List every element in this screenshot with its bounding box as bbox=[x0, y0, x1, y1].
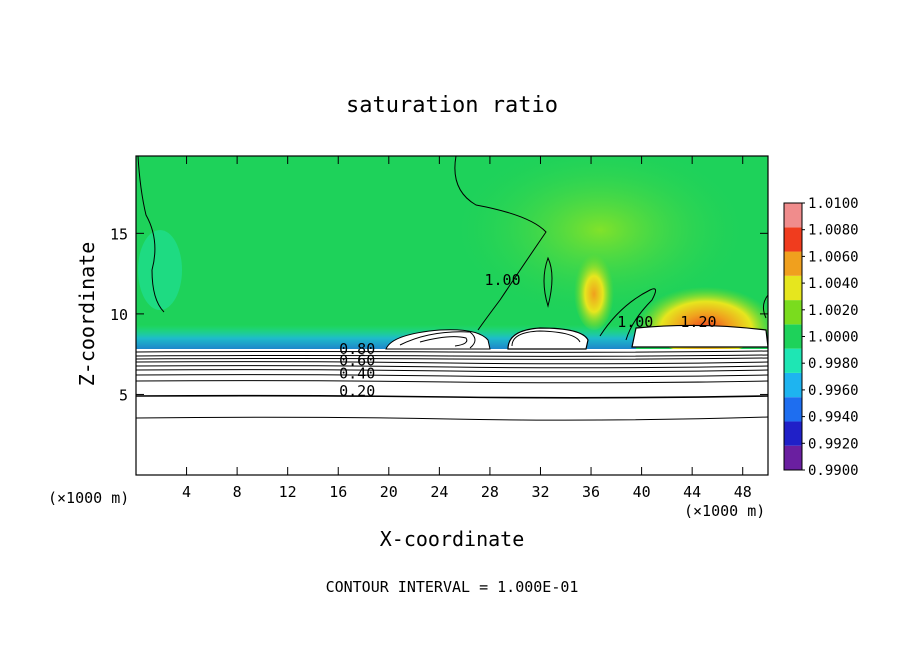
subsaturated-layer bbox=[136, 349, 768, 475]
colorbar-swatch bbox=[784, 324, 802, 349]
colorbar-label: 1.0080 bbox=[808, 223, 859, 239]
x-tick-label: 28 bbox=[481, 483, 499, 501]
x-tick-label: 36 bbox=[582, 483, 600, 501]
x-tick-label: 32 bbox=[531, 483, 549, 501]
colorbar-swatch bbox=[784, 348, 802, 373]
colorbar-label: 1.0040 bbox=[808, 276, 859, 292]
colorbar-swatch bbox=[784, 397, 802, 422]
colorbar-label: 0.9980 bbox=[808, 356, 859, 372]
contour-lines bbox=[136, 156, 768, 421]
x-unit-right: (×1000 m) bbox=[684, 502, 765, 520]
plot-area bbox=[136, 156, 768, 475]
colorbar-label: 1.0020 bbox=[808, 303, 859, 319]
contour-label: 0.60 bbox=[339, 351, 375, 369]
contour-label: 0.40 bbox=[339, 364, 375, 382]
contour-label: 1.00 bbox=[617, 313, 653, 331]
x-tick-label: 8 bbox=[233, 483, 242, 501]
colorbar-label: 0.9900 bbox=[808, 463, 859, 479]
colorbar-swatch bbox=[784, 203, 802, 228]
field-hotspot-center bbox=[574, 250, 614, 330]
chart-title: saturation ratio bbox=[346, 93, 558, 118]
y-tick-label: 5 bbox=[119, 386, 128, 404]
x-unit-left: (×1000 m) bbox=[48, 489, 129, 507]
colorbar-label: 0.9960 bbox=[808, 383, 859, 399]
contour-interval-note: CONTOUR INTERVAL = 1.000E-01 bbox=[326, 578, 579, 596]
contour-labels: 0.800.600.400.20 1.00 1.00 1.20 bbox=[339, 271, 716, 400]
colorbar-swatch bbox=[784, 227, 802, 252]
colorbar-swatch bbox=[784, 275, 802, 301]
colorbar-label: 1.0100 bbox=[808, 196, 859, 212]
x-tick-label: 16 bbox=[329, 483, 347, 501]
x-axis-ticks: 4 8 12 16 20 24 28 32 36 40 44 48 bbox=[182, 156, 752, 501]
x-tick-label: 48 bbox=[734, 483, 752, 501]
cloud-patch-2 bbox=[507, 327, 589, 350]
colorbar-swatch bbox=[784, 421, 802, 446]
x-tick-label: 20 bbox=[380, 483, 398, 501]
colorbar-label: 1.0000 bbox=[808, 330, 859, 346]
colorbar: 0.9900 0.9920 0.9940 0.9960 0.9980 1.0000 1.00… bbox=[783, 196, 859, 479]
x-tick-label: 44 bbox=[683, 483, 701, 501]
contour-label: 0.80 bbox=[339, 340, 375, 358]
x-tick-label: 4 bbox=[182, 483, 191, 501]
colorbar-swatch bbox=[784, 300, 802, 325]
y-tick-label: 15 bbox=[110, 225, 128, 243]
x-tick-label: 12 bbox=[279, 483, 297, 501]
field-cool-spot-west bbox=[138, 230, 182, 310]
colorbar-swatch bbox=[784, 445, 802, 470]
y-axis-ticks: 5 10 15 bbox=[110, 225, 768, 404]
contour-label: 1.20 bbox=[680, 313, 716, 331]
y-tick-label: 10 bbox=[110, 306, 128, 324]
contour-label: 1.00 bbox=[484, 271, 520, 289]
x-axis-label: X-coordinate bbox=[380, 527, 525, 551]
colorbar-label: 0.9940 bbox=[808, 410, 859, 426]
y-axis-label: Z-coordinate bbox=[75, 242, 99, 387]
contour-label: 0.20 bbox=[339, 382, 375, 400]
x-tick-label: 24 bbox=[430, 483, 448, 501]
colorbar-swatch bbox=[784, 251, 802, 276]
colorbar-label: 0.9920 bbox=[808, 436, 859, 452]
x-tick-label: 40 bbox=[633, 483, 651, 501]
cloud-patch-3 bbox=[631, 324, 768, 348]
colorbar-label: 1.0060 bbox=[808, 249, 859, 265]
plot-frame bbox=[135, 155, 769, 476]
colorbar-swatch bbox=[784, 372, 802, 398]
